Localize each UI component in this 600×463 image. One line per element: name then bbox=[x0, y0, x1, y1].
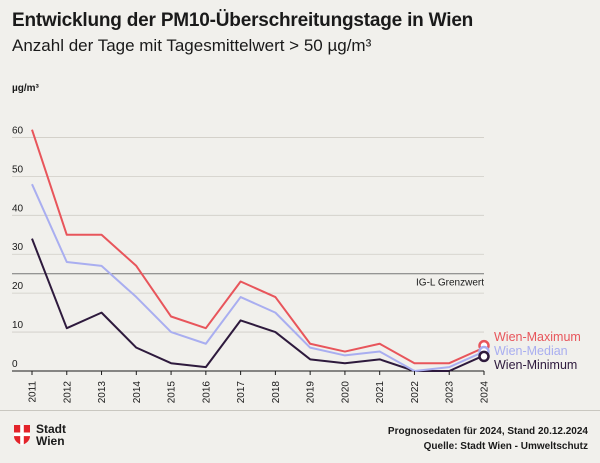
y-tick-label: 0 bbox=[12, 359, 18, 370]
x-tick-label: 2015 bbox=[167, 381, 178, 404]
y-tick-label: 50 bbox=[12, 164, 24, 175]
footer: Stadt Wien Prognosedaten für 2024, Stand… bbox=[0, 410, 600, 463]
y-axis-label: µg/m³ bbox=[12, 83, 40, 94]
y-tick-label: 10 bbox=[12, 320, 24, 331]
credits: Prognosedaten für 2024, Stand 20.12.2024… bbox=[388, 424, 588, 454]
vienna-shield-icon bbox=[14, 425, 30, 445]
forecast-note: Prognosedaten für 2024, Stand 20.12.2024 bbox=[387, 426, 588, 437]
x-tick-label: 2024 bbox=[480, 381, 491, 404]
x-tick-label: 2012 bbox=[62, 381, 73, 404]
line-chart: µg/m³ IG-L Grenzwert 0 10 20 30 40 50 60 2011 20… bbox=[12, 83, 581, 403]
chart-subtitle: Anzahl der Tage mit Tagesmittelwert > 50… bbox=[12, 36, 372, 55]
x-tick-label: 2020 bbox=[340, 381, 351, 404]
x-tick-label: 2019 bbox=[306, 381, 317, 404]
axes: 0 10 20 30 40 50 60 2011 2012 2013 2014 2015 2016 201… bbox=[12, 125, 491, 403]
series-lines bbox=[31, 129, 490, 372]
logo-text: Stadt Wien bbox=[36, 422, 66, 448]
end-point-wien-minimum bbox=[478, 350, 490, 363]
x-tick-label: 2022 bbox=[410, 381, 421, 404]
chart-title: Entwicklung der PM10-Überschreitungstage… bbox=[12, 10, 474, 31]
legend-wien-minimum: Wien-Minimum bbox=[494, 358, 577, 372]
y-tick-label: 30 bbox=[12, 242, 24, 253]
gridlines bbox=[12, 137, 484, 372]
x-tick-label: 2017 bbox=[236, 381, 247, 404]
legend-wien-maximum: Wien-Maximum bbox=[494, 330, 581, 344]
legend-wien-median: Wien-Median bbox=[494, 344, 568, 358]
stadt-wien-logo[interactable]: Stadt Wien bbox=[14, 423, 76, 447]
y-tick-label: 40 bbox=[12, 203, 24, 214]
threshold-label: IG-L Grenzwert bbox=[416, 278, 484, 289]
series-line-wien-minimum bbox=[31, 238, 485, 372]
x-tick-label: 2018 bbox=[271, 381, 282, 404]
x-tick-label: 2021 bbox=[375, 381, 386, 404]
x-tick-label: 2013 bbox=[97, 381, 108, 404]
series-line-wien-maximum bbox=[31, 129, 485, 365]
y-tick-label: 20 bbox=[12, 281, 24, 292]
series-line-wien-median bbox=[31, 183, 485, 372]
x-tick-label: 2023 bbox=[445, 381, 456, 404]
x-tick-label: 2014 bbox=[132, 381, 143, 404]
y-tick-label: 60 bbox=[12, 125, 24, 136]
x-tick-label: 2011 bbox=[28, 381, 39, 403]
source-note: Quelle: Stadt Wien - Umweltschutz bbox=[423, 441, 588, 452]
threshold: IG-L Grenzwert bbox=[12, 273, 484, 289]
x-tick-label: 2016 bbox=[201, 381, 212, 404]
